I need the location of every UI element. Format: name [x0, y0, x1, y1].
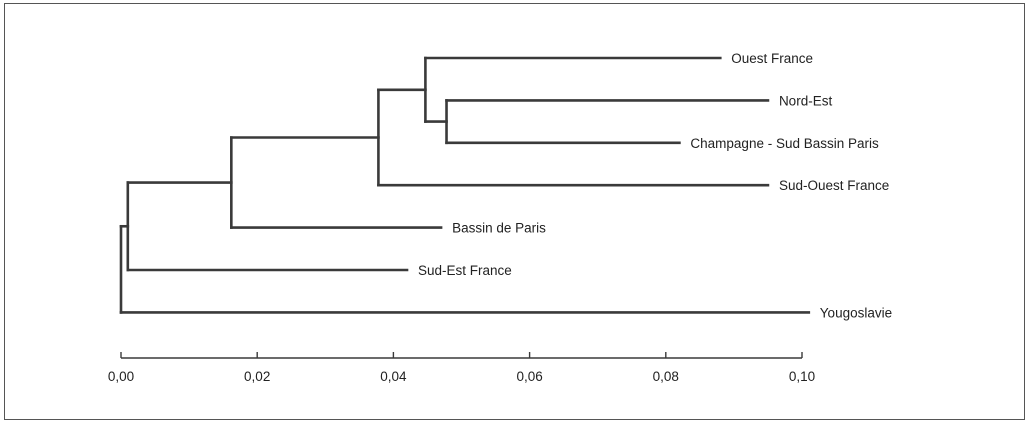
x-tick-label-4: 0,08 — [653, 369, 679, 384]
x-axis: 0,00 0,02 0,04 0,06 0,08 0,10 — [108, 352, 815, 384]
dendrogram-branches — [119, 56, 811, 314]
x-tick-label-3: 0,06 — [516, 369, 542, 384]
leaf-label-yougo: Yougoslavie — [820, 305, 892, 320]
leaf-label-ouest: Ouest France — [731, 51, 813, 66]
leaf-label-bassin: Bassin de Paris — [452, 221, 546, 236]
dendrogram-chart: Ouest France Nord-Est Champagne - Sud Bass… — [108, 51, 892, 384]
x-tick-label-5: 0,10 — [789, 369, 815, 384]
leaf-label-sudest: Sud-Est France — [418, 263, 512, 278]
leaf-label-nordest: Nord-Est — [779, 93, 833, 108]
leaf-label-sudouest: Sud-Ouest France — [779, 178, 889, 193]
x-tick-label-1: 0,02 — [244, 369, 270, 384]
leaf-labels: Ouest France Nord-Est Champagne - Sud Bass… — [418, 51, 892, 320]
leaf-label-champagne: Champagne - Sud Bassin Paris — [690, 136, 879, 151]
x-tick-label-0: 0,00 — [108, 369, 134, 384]
figure-frame: Ouest France Nord-Est Champagne - Sud Bass… — [4, 3, 1025, 420]
x-tick-label-2: 0,04 — [380, 369, 407, 384]
